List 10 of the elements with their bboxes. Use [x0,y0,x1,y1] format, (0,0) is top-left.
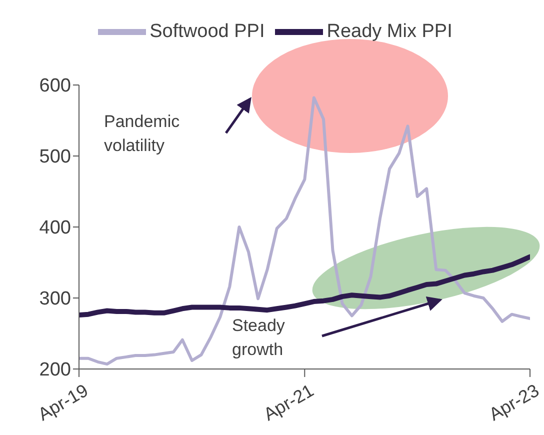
legend-label: Softwood PPI [150,21,265,42]
line-series [79,96,530,366]
y-tick-label: 600 [39,76,71,97]
y-tick-label: 300 [39,288,71,310]
annotation: Pandemic volatility [104,111,181,157]
y-tick-label: 400 [39,218,71,239]
y-tick-label: 200 [39,360,71,381]
annotation: Steady growth [232,315,286,361]
y-tick-label: 500 [39,146,71,168]
legend-label: Ready Mix PPI [326,21,452,42]
